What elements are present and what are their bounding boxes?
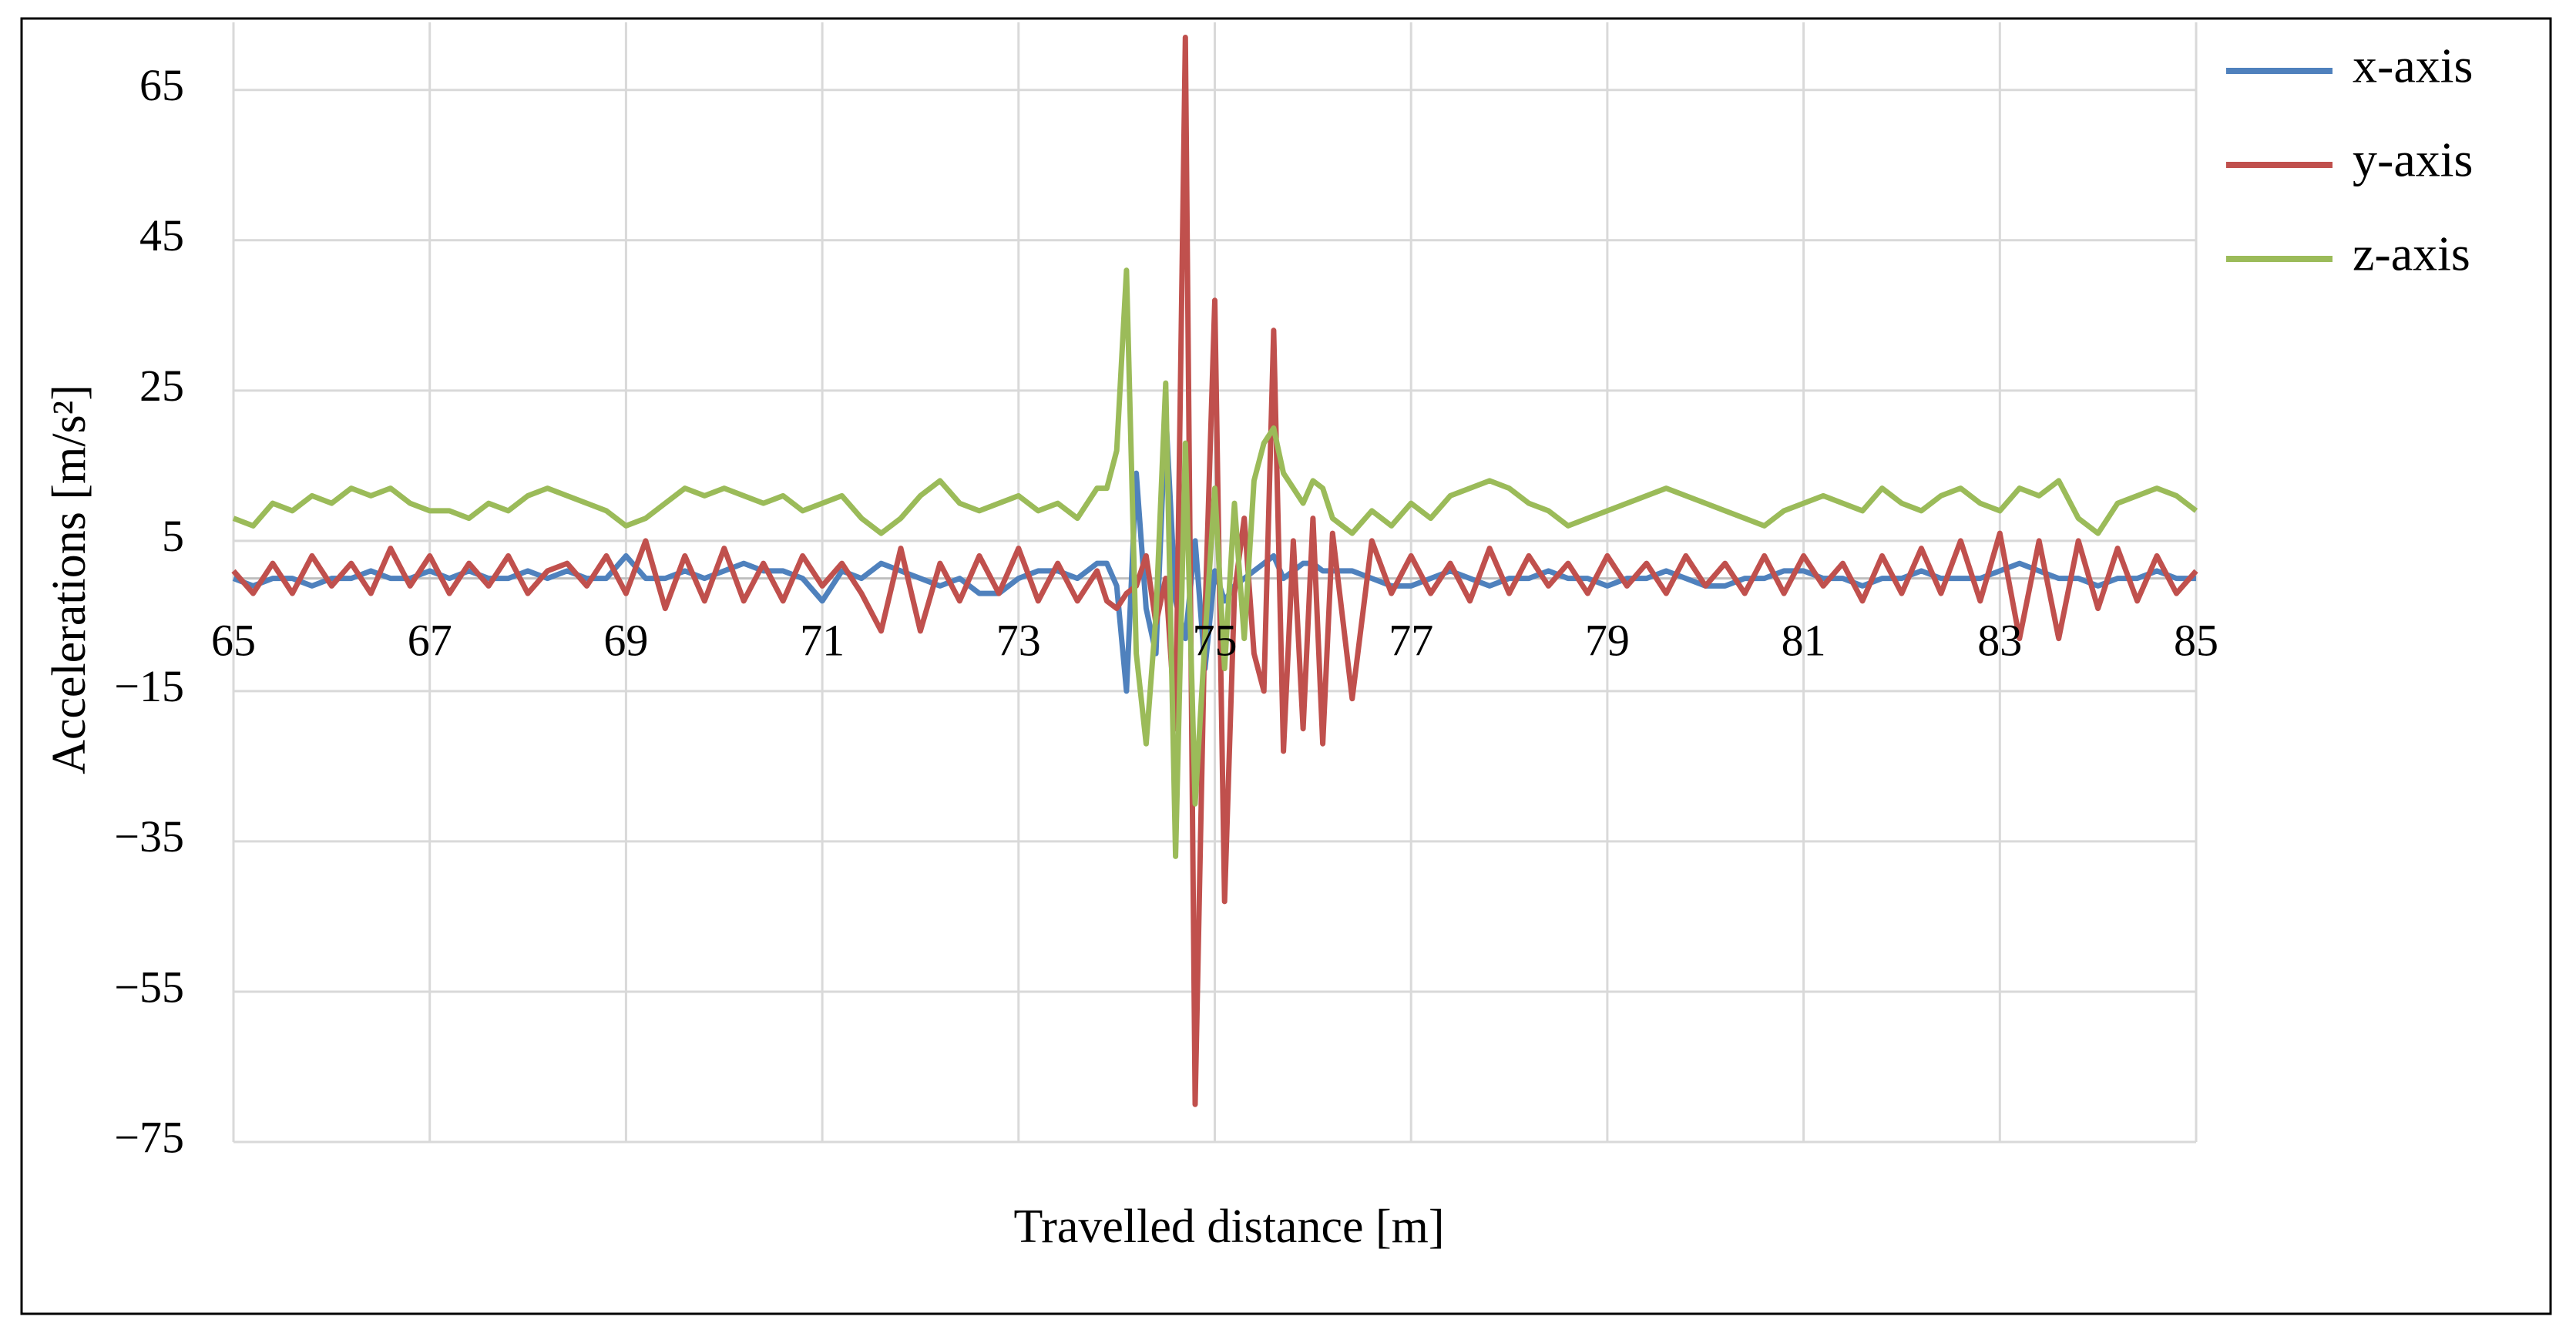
plot-lines (231, 35, 2198, 1107)
x-tick-label: 83 (1977, 615, 2022, 665)
y-tick-label: −35 (114, 811, 184, 861)
series-line (231, 35, 2198, 1107)
x-tick-label: 69 (603, 615, 648, 665)
x-tick-label: 75 (1193, 615, 1238, 665)
x-tick-label: 65 (211, 615, 256, 665)
grid (232, 22, 2198, 1144)
y-axis-title: Accelerations [m/s²] (43, 385, 96, 774)
y-tick-label: 5 (162, 511, 184, 561)
x-tick-label: 67 (408, 615, 452, 665)
legend-label: x-axis (2353, 39, 2473, 93)
y-tick-label: 25 (139, 361, 184, 411)
legend-label: y-axis (2353, 133, 2473, 187)
series-line (232, 267, 2198, 859)
x-tick-label: 81 (1782, 615, 1826, 665)
x-tick-label: 73 (996, 615, 1041, 665)
x-axis-title: Travelled distance [m] (1014, 1201, 1445, 1253)
y-tick-label: −15 (114, 661, 184, 711)
y-tick-label: 45 (139, 210, 184, 260)
x-tick-label: 71 (800, 615, 845, 665)
y-tick-label: −55 (114, 962, 184, 1012)
y-tick-label: 65 (139, 60, 184, 110)
y-tick-label: −75 (114, 1112, 184, 1162)
legend-label: z-axis (2353, 227, 2470, 281)
x-tick-label: 79 (1585, 615, 1630, 665)
x-tick-label: 77 (1389, 615, 1433, 665)
x-tick-label: 85 (2174, 615, 2218, 665)
